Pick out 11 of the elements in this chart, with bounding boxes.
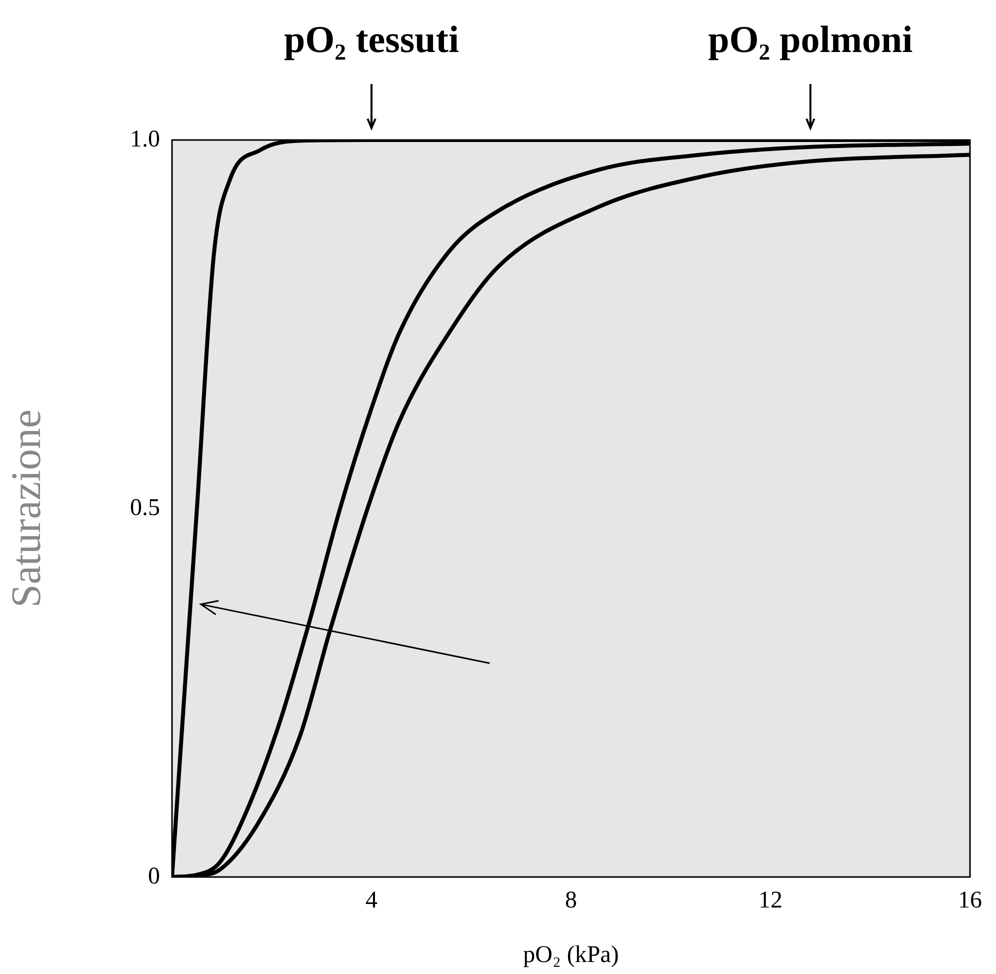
x-tick-label: 16	[958, 888, 982, 914]
x-tick-label: 4	[366, 888, 378, 914]
x-tick-label: 12	[758, 888, 782, 914]
y-tick-label: 0	[148, 863, 160, 890]
annotation: pO₂ tessuti	[284, 19, 460, 61]
y-axis-title: Saturazione	[4, 409, 50, 608]
x-tick-label: 8	[565, 888, 577, 914]
y-tick-label: 0.5	[130, 494, 160, 521]
x-axis-title: pO₂ (kPa)	[523, 942, 619, 968]
annotation: pO₂ polmoni	[708, 19, 913, 61]
y-tick-label: 1.0	[130, 126, 160, 152]
